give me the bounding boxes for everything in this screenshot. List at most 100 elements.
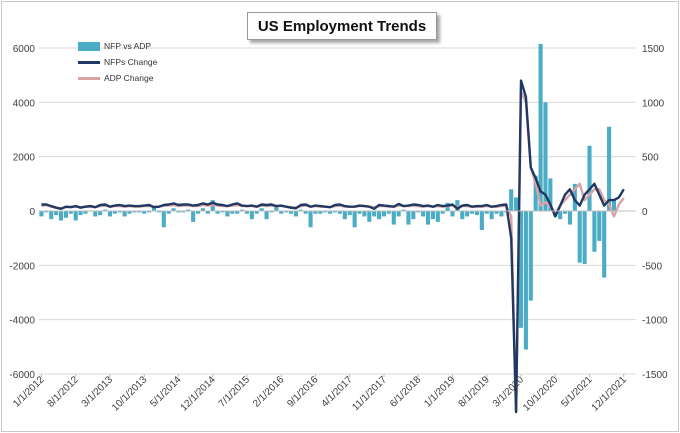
bar xyxy=(328,211,333,214)
x-tick-label: 7/1/2015 xyxy=(217,374,253,410)
bar xyxy=(518,211,524,328)
bar xyxy=(421,211,426,217)
bar xyxy=(450,211,455,217)
y-tick-label-right: 1000 xyxy=(642,98,665,109)
y-tick-label-left: 2000 xyxy=(13,153,36,164)
bar xyxy=(562,211,568,214)
legend-swatch-line xyxy=(78,76,100,80)
bar xyxy=(474,211,480,216)
bar xyxy=(240,209,245,211)
x-tick-label: 8/1/2019 xyxy=(457,374,493,410)
bar xyxy=(73,211,78,221)
bar xyxy=(455,200,460,211)
bar xyxy=(597,211,602,241)
bar xyxy=(582,211,587,264)
bar xyxy=(489,211,494,220)
legend-item-adp-change: ADP Change xyxy=(78,70,178,86)
bar xyxy=(352,211,357,228)
axes: 6000 4000 2000 0 -2000 -4000 -6000 1500 1000 500 0… xyxy=(9,44,668,414)
bar xyxy=(494,211,499,214)
bar xyxy=(249,211,254,220)
bar xyxy=(337,211,343,214)
bar xyxy=(396,211,401,217)
bar xyxy=(440,211,445,214)
x-tick-label: 5/1/2014 xyxy=(148,374,184,410)
y-tick-label-left: -2000 xyxy=(9,261,35,272)
legend-swatch-line xyxy=(78,60,100,64)
bar xyxy=(362,211,367,217)
bar xyxy=(195,211,201,214)
bar xyxy=(107,211,113,217)
bar xyxy=(386,211,391,214)
bar xyxy=(479,211,484,231)
bar xyxy=(191,211,196,222)
bar xyxy=(533,175,538,211)
bar xyxy=(401,209,406,211)
bar xyxy=(103,209,108,211)
bar xyxy=(230,211,235,214)
bar xyxy=(372,211,377,217)
bar xyxy=(166,211,171,214)
bar xyxy=(83,211,88,214)
bar xyxy=(298,209,303,211)
line-nfps-change xyxy=(41,79,625,414)
x-tick-label: 1/1/2019 xyxy=(422,374,458,410)
legend-label: ADP Change xyxy=(104,73,154,83)
bar xyxy=(558,211,563,220)
bar xyxy=(607,126,612,211)
bar xyxy=(235,211,240,214)
bar xyxy=(220,211,225,213)
y-tick-label-left: 6000 xyxy=(13,44,36,55)
bar xyxy=(274,205,279,211)
x-tick-label: 5/1/2021 xyxy=(559,374,595,410)
bar xyxy=(391,211,396,225)
legend-label: NFP vs ADP xyxy=(104,41,152,51)
bar xyxy=(205,211,210,214)
bar xyxy=(484,211,489,214)
x-tick-label: 4/1/2017 xyxy=(320,374,356,410)
x-tick-label: 10/1/2013 xyxy=(110,374,150,414)
bar xyxy=(78,211,83,216)
bar xyxy=(592,211,597,252)
bar xyxy=(567,211,572,225)
x-tick-label: 12/1/2014 xyxy=(179,374,219,414)
bar xyxy=(528,211,533,301)
bar xyxy=(430,211,435,220)
bar xyxy=(161,211,166,228)
y-tick-label-right: 1500 xyxy=(642,44,665,55)
bar xyxy=(54,211,59,216)
bar xyxy=(137,211,142,213)
bar xyxy=(523,211,528,350)
bar xyxy=(303,211,308,214)
y-tick-label-right: -500 xyxy=(642,261,662,272)
bar xyxy=(117,211,122,213)
x-tick-label: 11/1/2017 xyxy=(350,374,389,413)
bar xyxy=(416,211,421,213)
bar xyxy=(514,197,519,211)
chart-title: US Employment Trends xyxy=(257,17,427,35)
bar xyxy=(342,211,347,220)
bar xyxy=(377,211,382,220)
bar xyxy=(347,211,352,216)
x-tick-label: 3/1/2020 xyxy=(491,374,527,410)
bar xyxy=(323,211,328,213)
bar xyxy=(254,211,259,214)
bar xyxy=(176,211,181,213)
bar xyxy=(499,211,504,217)
bar xyxy=(264,211,269,220)
legend: NFP vs ADP NFPs Change ADP Change xyxy=(78,38,178,86)
bar xyxy=(279,211,284,214)
bar xyxy=(44,211,49,213)
bar xyxy=(460,211,465,220)
line-adp-change xyxy=(41,90,625,414)
bar xyxy=(367,211,372,222)
bar xyxy=(406,211,411,225)
bar xyxy=(181,211,186,213)
x-tick-label: 2/1/2016 xyxy=(251,374,287,410)
bar xyxy=(425,211,431,225)
bar xyxy=(538,43,543,211)
bar xyxy=(435,211,440,222)
bar xyxy=(68,211,73,214)
bar xyxy=(587,145,592,211)
bar xyxy=(132,211,137,213)
